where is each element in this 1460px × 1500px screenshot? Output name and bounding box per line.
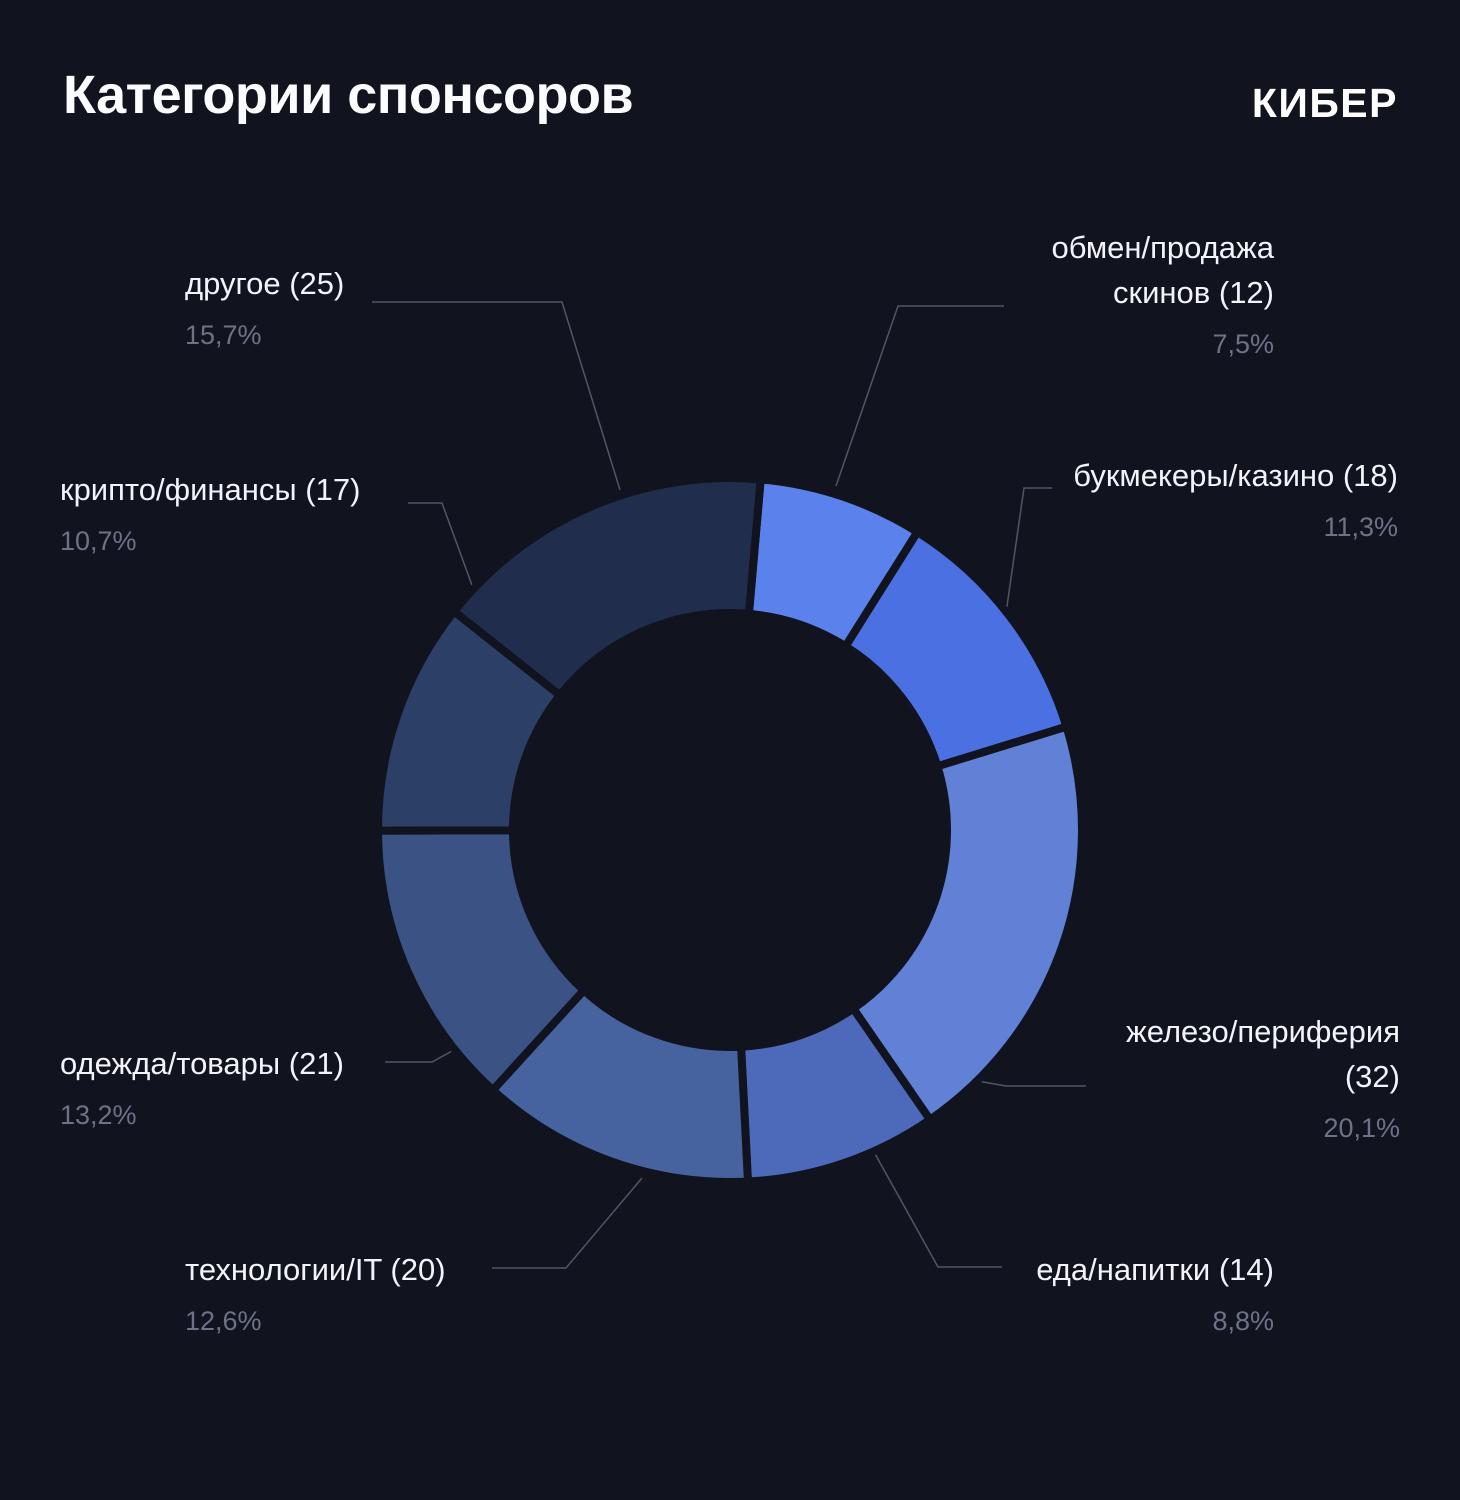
label-zhelezo-periferiya: железо/периферия (32) 20,1% [1126, 1010, 1400, 1144]
page-title: Категории спонсоров [63, 65, 634, 125]
segment-percent: 7,5% [1212, 328, 1274, 359]
donut-segment-2 [849, 722, 1086, 1124]
label-drugoe: другое (25) 15,7% [185, 262, 344, 351]
segment-label: технологии/IT (20) [185, 1252, 446, 1287]
segment-percent: 11,3% [1323, 511, 1398, 542]
kiber-logo: КИБЕР [1251, 80, 1398, 126]
segment-percent: 10,7% [60, 525, 137, 556]
label-bukmekery-kazino: букмекеры/казино (18) 11,3% [1073, 454, 1398, 543]
segment-percent: 12,6% [185, 1305, 262, 1336]
label-obmen-prodazha-skinov: обмен/продажа скинов (12) 7,5% [1052, 226, 1275, 360]
leader-line-2 [971, 1079, 1086, 1087]
leader-line-3 [873, 1151, 1002, 1268]
segment-label: одежда/товары (21) [60, 1046, 344, 1081]
segment-percent: 8,8% [1212, 1305, 1274, 1336]
segment-label: обмен/продажа скинов (12) [1051, 230, 1275, 310]
leader-line-1 [1005, 487, 1052, 614]
leader-line-0 [835, 305, 1004, 487]
label-eda-napitki: еда/напитки (14) 8,8% [1036, 1248, 1274, 1337]
segment-label: букмекеры/казино (18) [1073, 458, 1398, 493]
segment-label: железо/периферия (32) [1126, 1014, 1400, 1094]
segment-percent: 20,1% [1323, 1112, 1400, 1143]
leader-line-4 [492, 1177, 643, 1269]
segment-label: крипто/финансы (17) [60, 472, 361, 507]
leader-line-7 [372, 301, 621, 491]
label-tehnologii-it: технологии/IT (20) 12,6% [185, 1248, 446, 1337]
donut-segment-7 [450, 474, 765, 700]
label-kripto-finansy: крипто/финансы (17) 10,7% [60, 468, 360, 557]
segment-label: другое (25) [185, 266, 345, 301]
segment-percent: 15,7% [185, 319, 262, 350]
segment-percent: 13,2% [60, 1099, 137, 1130]
segment-label: еда/напитки (14) [1036, 1252, 1274, 1287]
label-odezhda-tovary: одежда/товары (21) 13,2% [60, 1042, 344, 1131]
